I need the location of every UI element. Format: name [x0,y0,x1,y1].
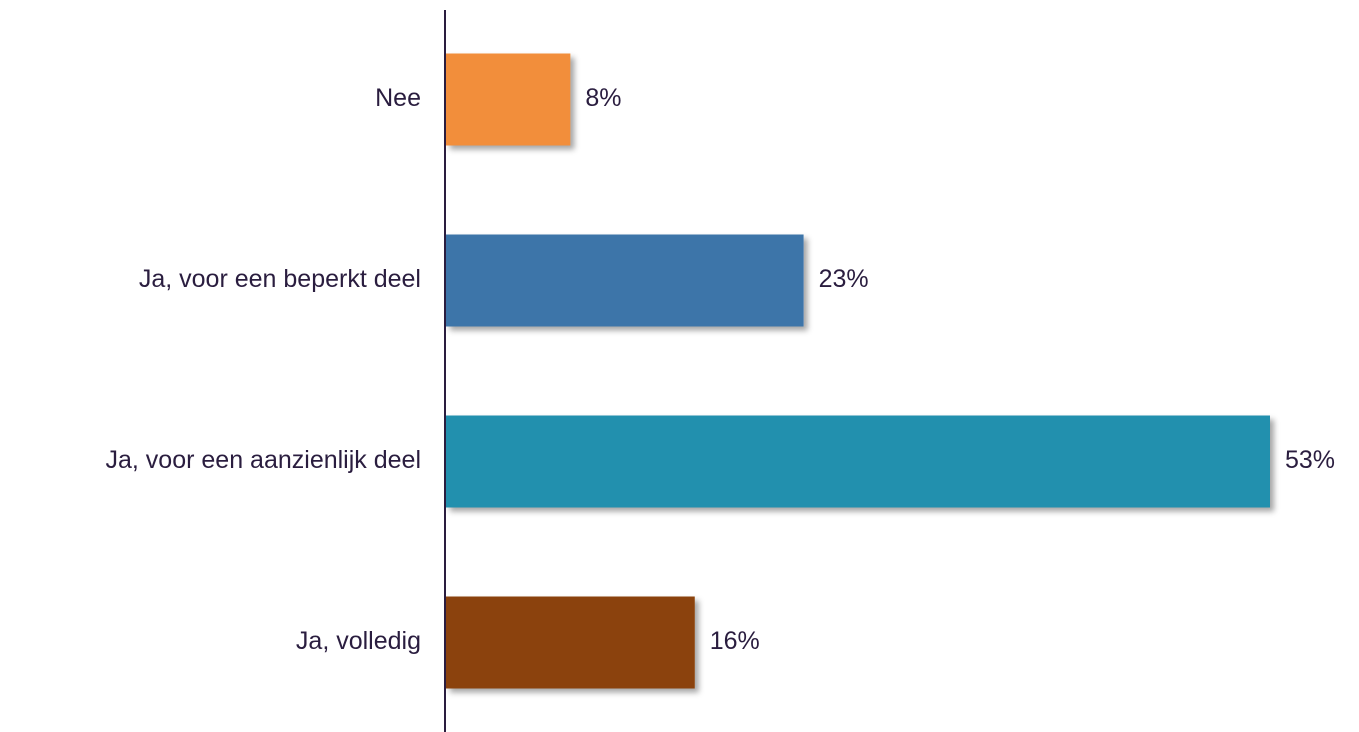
category-label-nee: Nee [375,84,421,112]
bars-layer [446,53,1270,689]
value-label-ja-voor-een-aanzienlijk-deel: 53% [1285,446,1335,474]
category-label-ja-voor-een-aanzienlijk-deel: Ja, voor een aanzienlijk deel [106,446,421,474]
value-label-ja-volledig: 16% [710,627,760,655]
bar-nee [446,53,571,146]
category-label-ja-voor-een-beperkt-deel: Ja, voor een beperkt deel [139,265,421,293]
bar-ja-volledig [446,596,695,689]
value-label-ja-voor-een-beperkt-deel: 23% [819,265,869,293]
bar-ja-voor-een-beperkt-deel [446,234,804,327]
value-label-nee: 8% [585,84,621,112]
category-label-ja-volledig: Ja, volledig [296,627,421,655]
labels-layer: Nee 8% Ja, voor een beperkt deel 23% Ja, voo… [106,84,1336,655]
bar-ja-voor-een-aanzienlijk-deel [446,415,1270,508]
